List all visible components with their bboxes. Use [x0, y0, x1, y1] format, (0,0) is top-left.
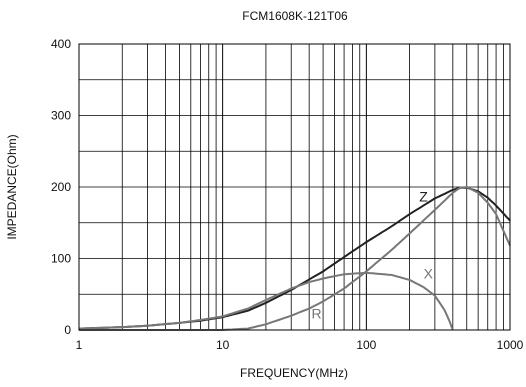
series-line-r — [79, 186, 511, 331]
series-line-x — [78, 271, 454, 331]
series-label-r: R — [311, 306, 321, 322]
tick-labels: 0 100 200 300 400 1 10 100 1000 — [51, 37, 524, 352]
series-group — [78, 186, 511, 331]
y-tick-label: 200 — [51, 180, 71, 194]
y-tick-label: 100 — [51, 252, 71, 266]
y-axis-label: IMPEDANCE(Ohm) — [5, 134, 19, 239]
series-label-x: X — [424, 266, 434, 282]
x-tick-label: 100 — [356, 338, 376, 352]
series-label-z: Z — [419, 188, 428, 204]
x-tick-label: 1 — [76, 338, 83, 352]
y-tick-label: 400 — [51, 37, 71, 51]
plot-frame — [78, 43, 511, 331]
series-labels: Z R X — [311, 188, 433, 321]
x-axis-label: FREQUENCY(MHz) — [240, 366, 348, 380]
y-tick-label: 300 — [51, 109, 71, 123]
chart-title: FCM1608K-121T06 — [242, 9, 348, 23]
y-tick-label: 0 — [64, 323, 71, 337]
x-tick-label: 10 — [216, 338, 230, 352]
x-tick-label: 1000 — [497, 338, 524, 352]
grid — [79, 44, 510, 330]
